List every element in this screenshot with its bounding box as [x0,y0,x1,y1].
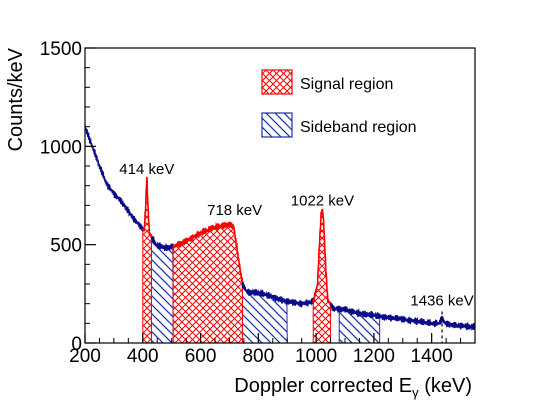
x-axis-title-subscript: γ [412,385,419,400]
sideband-region-0 [150,234,174,343]
x-tick-label: 600 [185,346,217,367]
annotation-2: 1022 keV [291,192,354,209]
y-tick-label: 1500 [40,39,82,60]
y-axis-title: Counts/keV [5,47,27,151]
y-axis: 0 500 1000 1500 [40,39,96,355]
x-tick-label: 1000 [295,346,337,367]
x-tick-label: 800 [242,346,274,367]
annotation-0: 414 keV [119,161,174,178]
spectrum-line-segment-0 [85,125,144,232]
x-axis-title-unit: (keV) [419,375,472,397]
legend: Signal region Sideband region [261,69,417,138]
annotation-1: 718 keV [207,202,262,219]
x-tick-label: 1200 [353,346,395,367]
x-tick-label: 200 [69,346,101,367]
legend-swatch-signal [261,69,293,95]
legend-label-signal: Signal region [300,76,393,93]
spectrum-line-segment-1 [142,176,153,238]
x-axis: 200 400 600 800 1000 1200 1400 [69,333,476,367]
spectrum-line-segment-3 [172,221,244,289]
legend-label-sideband: Sideband region [300,119,417,136]
annotation-3: 1436 keV [410,293,473,310]
spectrum-line-segment-6 [330,302,475,332]
plot-frame [84,47,476,344]
spectrum-line-segment-4 [241,281,314,308]
x-tick-label: 400 [127,346,159,367]
y-tick-label: 0 [71,334,82,355]
x-tick-label: 1400 [411,346,453,367]
peak-annotations: 414 keV 718 keV 1022 keV 1436 keV [119,161,473,310]
x-axis-title: Doppler corrected Eγ (keV) [234,375,472,400]
spectrum-line-segment-5 [312,208,332,306]
y-tick-label: 1000 [40,137,82,158]
spectrum-series [85,125,475,332]
y-tick-label: 500 [50,236,82,257]
spectrum-line-segment-2 [150,236,174,252]
legend-swatch-sideband [261,112,293,138]
signal-region-2 [312,209,332,343]
